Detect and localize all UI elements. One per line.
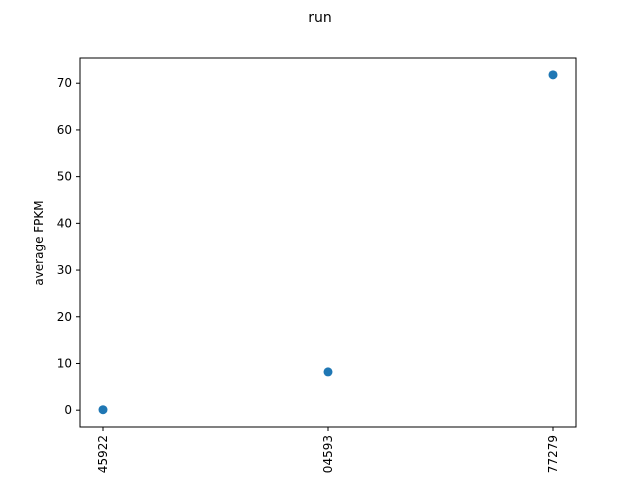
scatter-point (548, 70, 558, 80)
y-tick-label: 20 (57, 310, 72, 324)
x-tick-label: 45922 (96, 435, 110, 473)
y-tick-label: 60 (57, 123, 72, 137)
x-axis-ticks: 45922 04593 77279 (96, 427, 560, 473)
scatter-point (98, 405, 108, 415)
scatter-series (98, 70, 558, 415)
chart-title: run (308, 10, 332, 26)
y-tick-label: 70 (57, 76, 72, 90)
x-tick-label: 04593 (321, 435, 335, 473)
scatter-point (323, 367, 333, 377)
x-tick-label: 77279 (546, 435, 560, 473)
y-tick-label: 50 (57, 170, 72, 184)
y-axis-label: average FPKM (32, 200, 46, 285)
y-tick-label: 10 (57, 356, 72, 370)
y-axis-ticks: 0 10 20 30 40 50 60 70 (57, 76, 80, 417)
y-tick-label: 30 (57, 263, 72, 277)
y-tick-label: 40 (57, 216, 72, 230)
y-tick-label: 0 (64, 403, 72, 417)
